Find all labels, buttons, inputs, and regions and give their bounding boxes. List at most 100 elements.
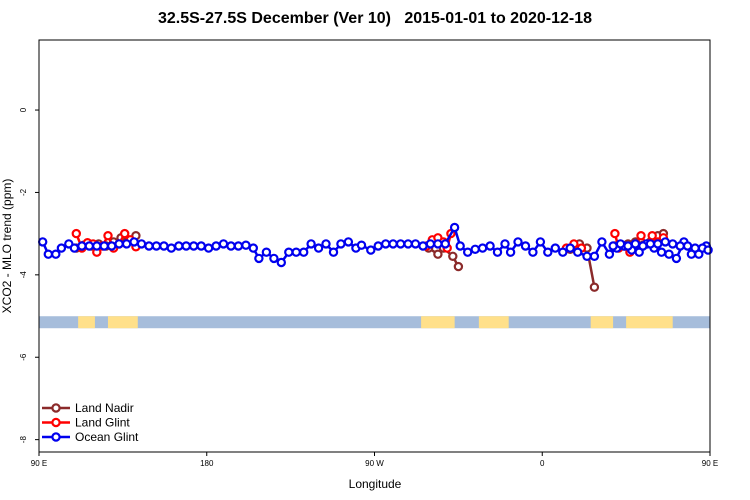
ocean-glint-point-0-20 [181,241,191,251]
land-band-1 [107,316,138,329]
ocean-glint-point-0-60 [477,243,488,253]
y-tick-label-0: 0 [19,107,28,112]
ocean-glint-point-0-44 [356,240,367,250]
ocean-glint-point-0-2 [51,249,61,259]
land-glint-point-0-6 [103,230,113,241]
ocean-glint-point-0-61 [485,241,495,251]
ocean-glint-point-0-1 [43,249,54,259]
y-tick-label-3: -6 [19,353,28,361]
ocean-glint-point-0-31 [261,247,272,257]
ocean-glint-point-0-35 [291,247,301,257]
ocean-glint-point-0-5 [69,243,80,253]
ocean-glint-point-0-33 [276,257,286,268]
ocean-glint-point-0-16 [151,241,162,251]
ocean-glint-point-0-28 [241,240,251,250]
ocean-glint-point-0-67 [528,247,538,257]
ocean-glint-point-1-4 [638,241,648,251]
x-tick-label-2: 90 W [365,459,384,468]
ocean-glint-point-0-45 [366,245,376,255]
ocean-glint-point-0-10 [106,241,117,251]
x-tick-label-0: 90 E [31,459,47,468]
ocean-glint-point-1-13 [703,245,713,255]
ocean-glint-point-0-84 [656,247,667,257]
series-land-nadir [71,228,669,292]
ocean-band [39,316,710,329]
ocean-glint-point-0-8 [92,241,102,251]
land-band-2 [421,316,455,329]
ocean-glint-point-0-50 [403,239,413,249]
land-nadir-point-1-4 [453,261,464,272]
ocean-glint-point-1-11 [690,243,700,253]
x-tick-label-1: 180 [200,459,214,468]
ocean-glint-point-0-63 [500,239,510,249]
land-glint-point-0-0 [71,228,82,239]
ocean-glint-point-0-37 [306,239,316,249]
ocean-glint-point-1-0 [608,241,618,251]
ocean-glint-point-1-6 [653,239,663,249]
land-band-5 [626,316,673,329]
ocean-glint-point-0-26 [226,241,236,251]
chart-title: 32.5S-27.5S December (Ver 10) 2015-01-01… [157,10,593,27]
ocean-glint-point-0-25 [218,239,229,249]
ocean-glint-point-0-57 [455,241,465,251]
ocean-glint-point-0-56 [449,222,460,233]
ocean-glint-point-0-34 [284,247,294,257]
legend-item-land-nadir: Land Nadir [42,401,134,415]
legend-label-land-nadir: Land Nadir [75,401,134,415]
land-glint-point-0-9 [119,228,130,239]
ocean-glint-point-0-39 [321,239,331,249]
ocean-glint-point-0-53 [425,239,436,249]
legend-item-land-glint: Land Glint [42,416,130,430]
ocean-glint-point-0-11 [114,239,124,249]
ocean-glint-point-1-1 [615,239,626,249]
ocean-glint-point-0-70 [550,243,561,253]
ocean-glint-point-0-42 [343,237,354,247]
ocean-glint-point-0-48 [388,239,398,249]
ocean-glint-point-1-8 [668,239,678,249]
y-tick-label-1: -2 [19,188,28,196]
ocean-glint-point-0-75 [589,251,600,261]
ocean-glint-point-1-10 [682,241,693,251]
ocean-glint-point-0-66 [520,241,531,251]
ocean-glint-point-0-46 [373,241,383,251]
y-tick-label-4: -8 [19,436,28,444]
land-glint-point-3-0 [610,228,620,239]
ocean-glint-point-0-19 [174,241,184,251]
ocean-glint-point-0-72 [565,243,575,253]
ocean-glint-point-0-58 [463,247,473,257]
ocean-glint-point-1-2 [623,241,633,251]
x-tick-label-3: 0 [540,459,545,468]
y-axis-label: XCO2 - MLO trend (ppm) [0,179,14,314]
land-band-0 [78,316,95,329]
ocean-glint-point-0-69 [543,247,553,257]
legend-item-ocean-glint: Ocean Glint [42,430,139,444]
legend-label-land-glint: Land Glint [75,416,130,430]
ocean-glint-point-0-76 [597,237,607,247]
ocean-glint-point-0-30 [254,253,264,264]
ocean-glint-point-1-3 [630,239,641,249]
ocean-glint-point-0-85 [664,249,674,259]
x-axis: 90 E 180 90 W 0 90 E [31,452,718,468]
legend-marker-land-nadir [51,403,61,413]
ocean-glint-point-0-7 [84,241,95,251]
ocean-glint-point-0-21 [188,241,199,251]
ocean-glint-point-0-6 [77,241,87,251]
land-glint-point-3-5 [636,230,646,241]
ocean-glint-point-0-9 [99,241,109,251]
ocean-glint-point-0-73 [573,247,583,257]
land-nadir-point-2-3 [589,282,600,292]
land-band-3 [478,316,509,329]
ocean-glint-point-0-13 [129,237,139,247]
ocean-glint-point-0-29 [248,243,258,253]
ocean-glint-point-0-0 [38,237,48,247]
x-axis-label: Longitude [349,477,402,491]
ocean-glint-point-0-40 [328,247,339,257]
ocean-glint-point-0-36 [299,247,309,257]
ocean-glint-point-0-14 [136,239,147,249]
ocean-glint-point-0-17 [159,241,169,251]
ocean-glint-point-0-3 [56,243,67,253]
land-nadir-point-1-3 [448,251,458,261]
ocean-glint-point-0-18 [166,243,176,253]
land-glint-point-3-7 [647,230,657,241]
ocean-glint-point-0-59 [470,244,480,254]
